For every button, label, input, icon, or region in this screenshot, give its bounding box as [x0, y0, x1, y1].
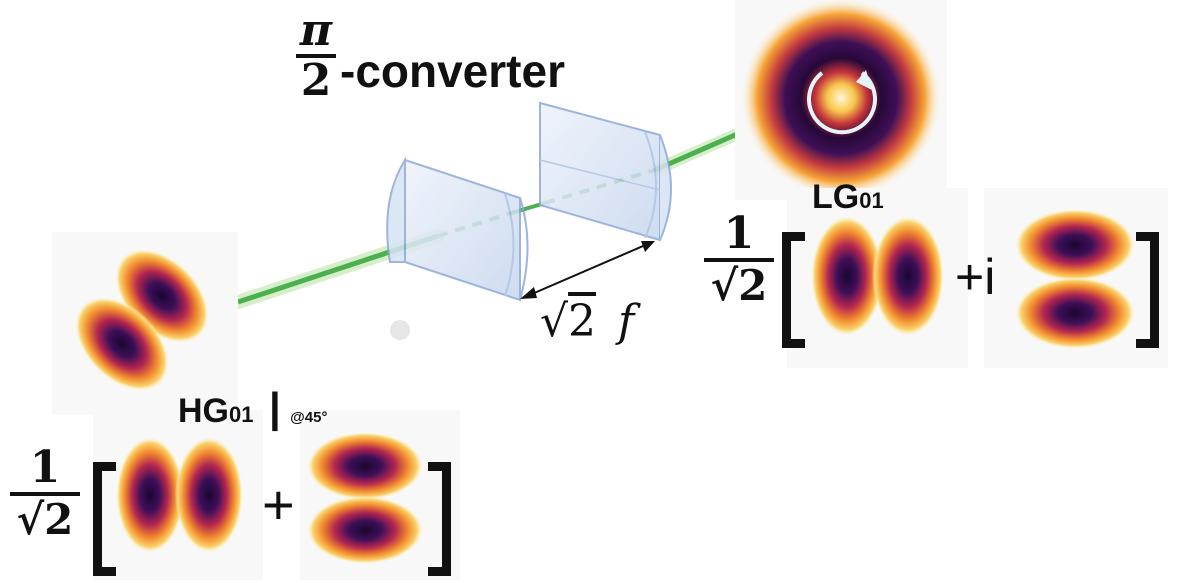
hg-eq-fraction: 1 √2 [10, 444, 80, 544]
lg-eq-left-bracket [782, 232, 805, 348]
hg-label-angle: @45° [290, 409, 328, 426]
hg-eq-operator: + [262, 473, 295, 536]
hg-eq-right-bracket [428, 462, 451, 576]
hg-label-main: HG [178, 392, 229, 430]
lg-eq-hg10-image [787, 188, 968, 368]
hg-eq-denominator: √2 [16, 495, 74, 544]
hg-eq-hg10-image [93, 410, 263, 580]
hg-label-sub: 01 [229, 402, 254, 427]
lg-eq-fraction: 1 √2 [704, 210, 774, 310]
hg-eq-numerator: 1 [29, 442, 61, 493]
glow-spot [390, 320, 410, 340]
distance-root: 2 [568, 296, 597, 347]
lg-eq-operator: +i [955, 249, 996, 305]
fraction-bar [296, 54, 336, 58]
lg-eq-right-bracket [1136, 232, 1159, 348]
lg-label-main: LG [812, 178, 860, 216]
lg-eq-hg01-image [984, 188, 1168, 368]
hg01-45deg-mode-image [52, 232, 238, 415]
hg-eq-left-bracket [93, 462, 116, 576]
hg-label-bar: | [268, 384, 281, 431]
lg01-label: LG01 [812, 178, 884, 217]
converter-fraction: π 2 [296, 8, 336, 104]
distance-label: √2 f [540, 296, 634, 347]
lg-eq-denominator: √2 [710, 261, 768, 310]
distance-arrow [520, 241, 655, 299]
converter-numerator: π [299, 5, 333, 56]
rotation-arrow-icon [856, 70, 872, 90]
hg-eq-hg01-image [300, 410, 460, 580]
lg-eq-numerator: 1 [723, 208, 755, 259]
converter-label: -converter [340, 45, 565, 97]
lg-eq-fraction-bar [704, 258, 774, 262]
hg-eq-fraction-bar [10, 492, 80, 496]
cylindrical-lens-1 [386, 156, 529, 302]
cylindrical-lens-2 [539, 101, 672, 242]
sqrt-symbol: √ [540, 296, 569, 347]
hg01-label: HG01 | @45° [178, 384, 327, 432]
distance-variable: f [618, 296, 635, 347]
lg-label-sub: 01 [859, 188, 884, 213]
lg01-donut-mode-image [735, 0, 947, 200]
converter-denominator: 2 [300, 55, 332, 106]
